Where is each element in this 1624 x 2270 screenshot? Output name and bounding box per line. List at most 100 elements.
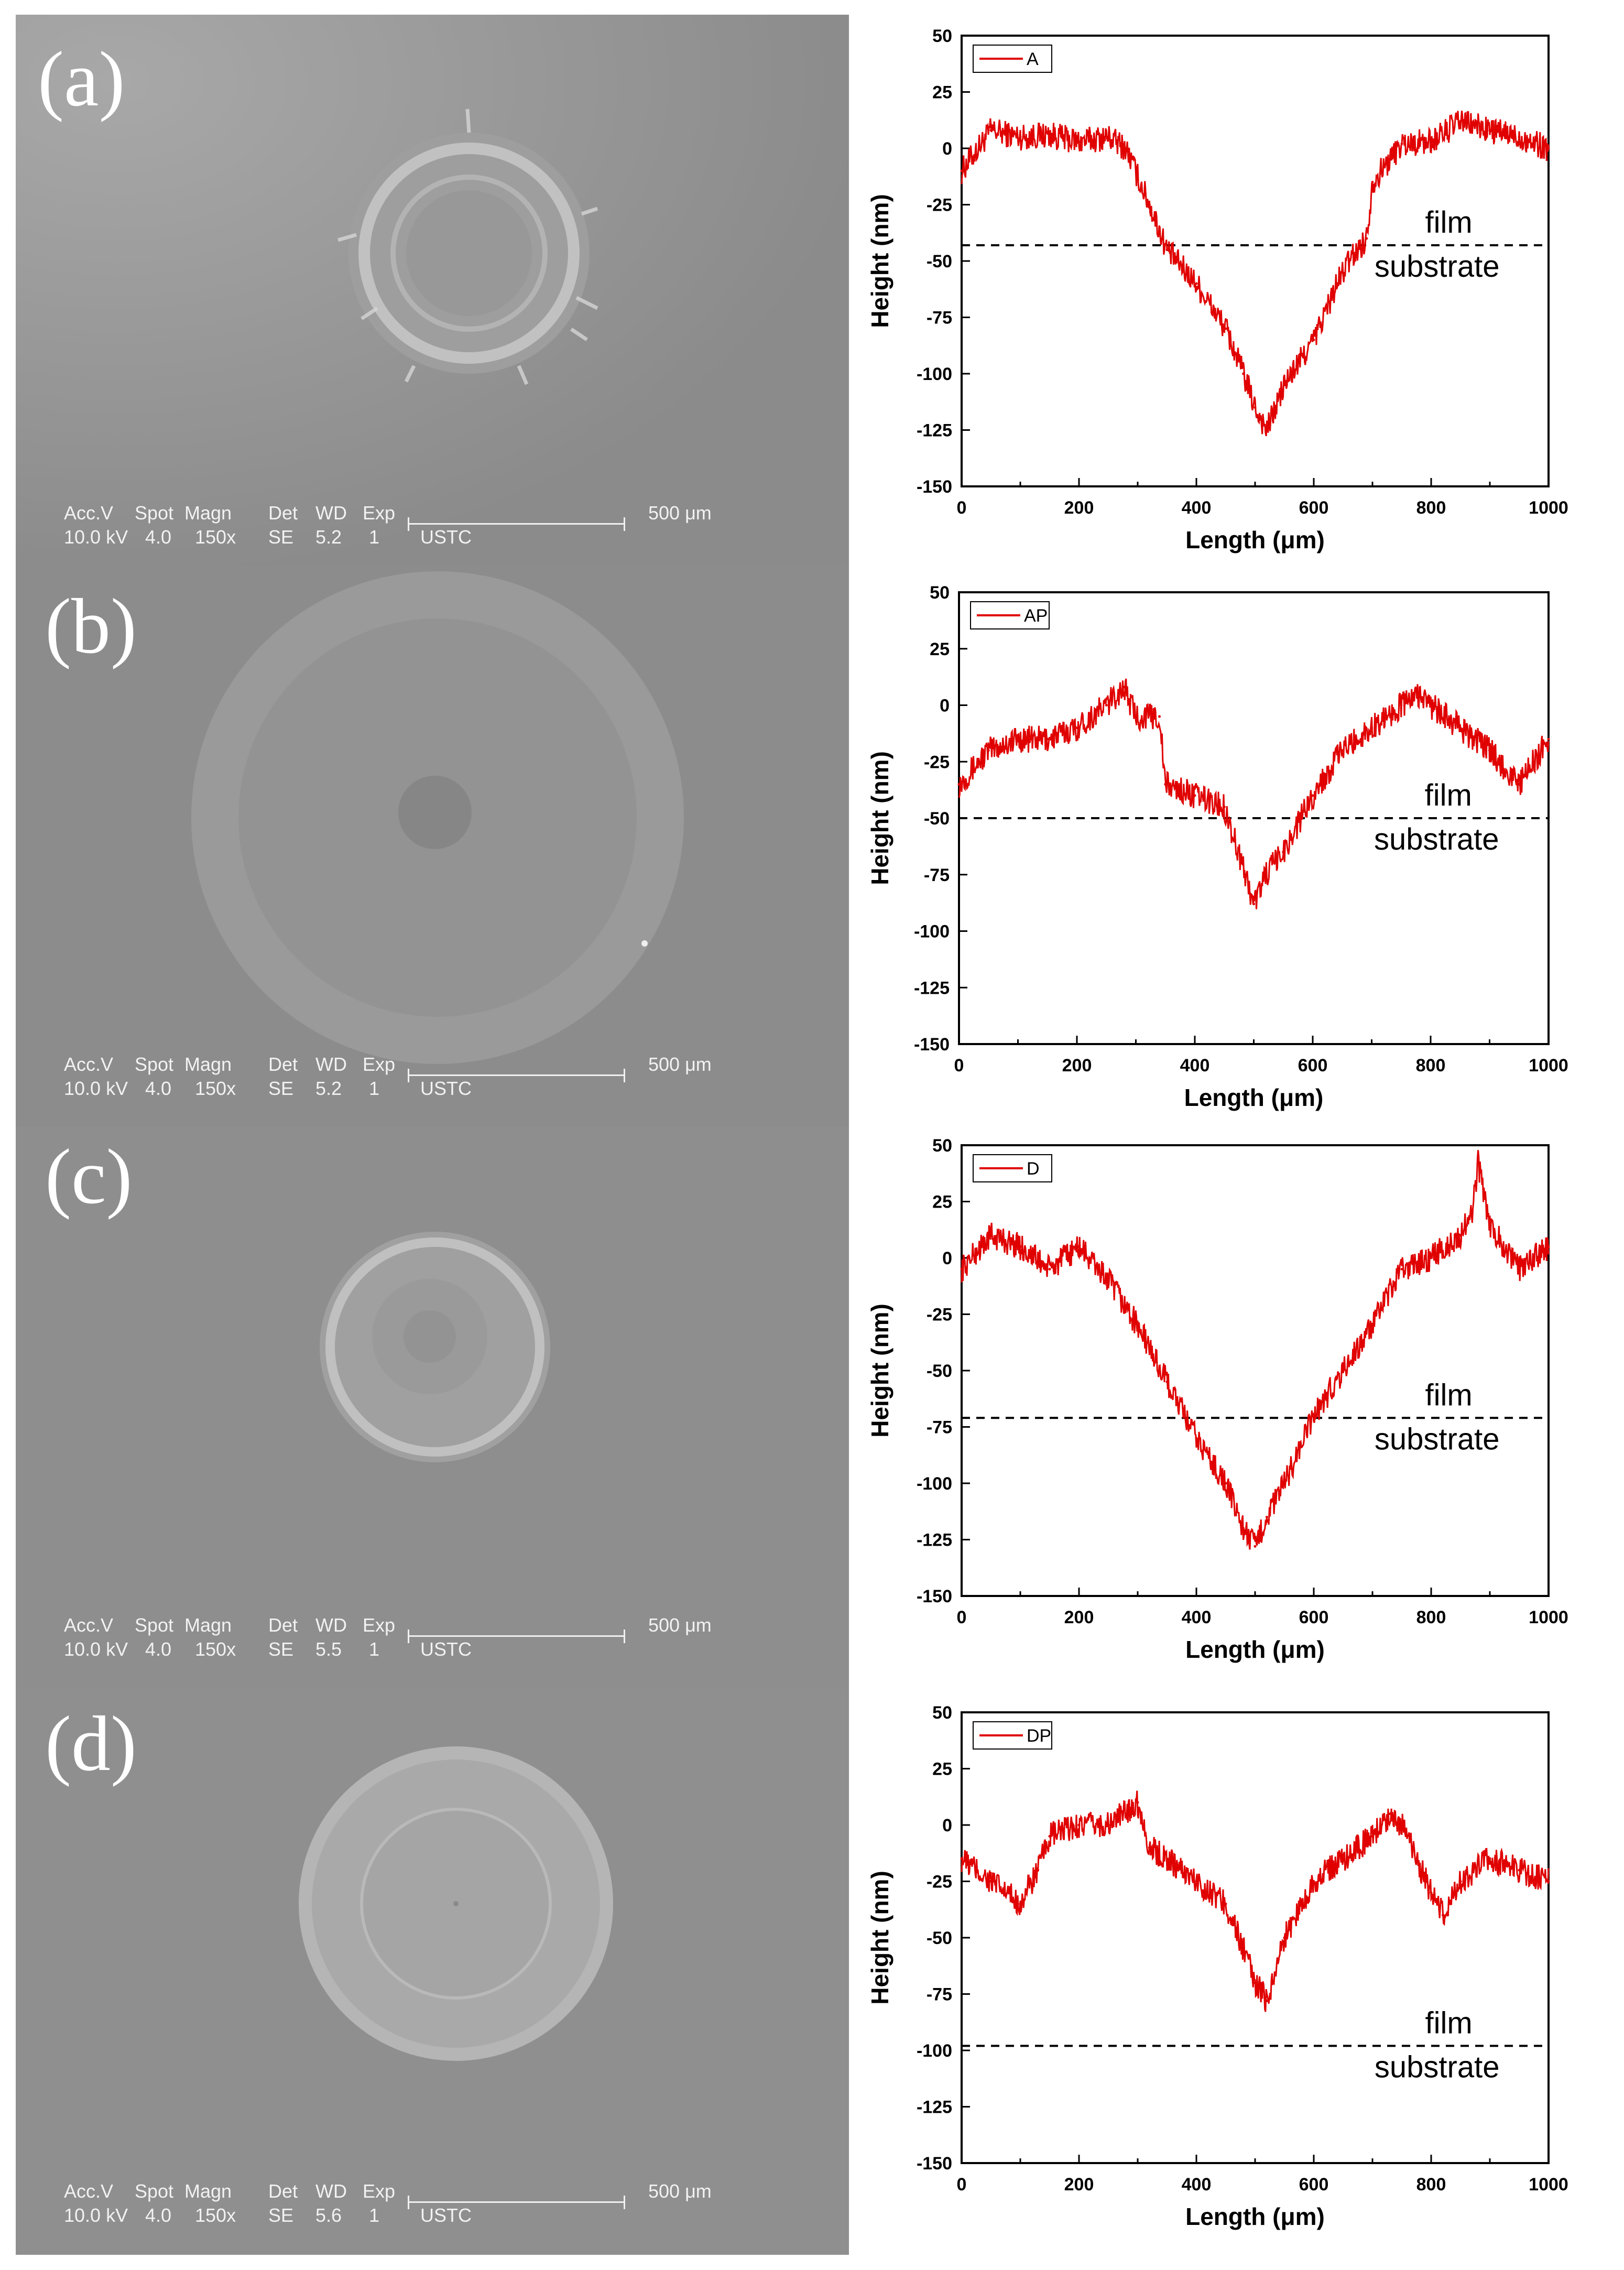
x-axis-label-b: Length (μm) [1184,1084,1324,1111]
y-tick-label-c: -75 [927,1418,952,1438]
plot-frame-c [961,1144,1550,1597]
data-point-c [1019,1245,1022,1248]
data-point-c [1048,1268,1051,1270]
x-tick-label-c: 200 [1064,1608,1094,1627]
x-tick-label-d: 0 [957,2175,967,2195]
data-point-c [1371,1324,1374,1327]
x-tick-label-b: 200 [1062,1056,1092,1076]
panel-label-a: (a) [38,36,125,123]
x-tick-label-b: 800 [1416,1056,1446,1076]
data-point-b [1164,783,1167,786]
x-tick-label-d: 1000 [1529,2175,1568,2195]
data-point-c [960,1268,963,1270]
annotation-substrate-d: substrate [1375,2050,1500,2084]
panel-label-c: (c) [45,1133,133,1220]
y-tick-label-b: 25 [930,639,950,659]
data-point-a [1518,136,1521,138]
data-point-c [1477,1161,1480,1165]
y-tick-label-c: -150 [917,1587,952,1606]
annotation-film-a: film [1425,205,1472,240]
scale-bar-b [408,1069,625,1082]
annotation-film-d: film [1425,2006,1472,2040]
data-point-c [989,1234,993,1237]
data-point-d [1459,1880,1462,1883]
data-point-a [1107,136,1110,138]
y-tick-label-c: 25 [932,1192,952,1212]
x-tick-label-b: 0 [954,1056,964,1076]
data-point-a [1242,372,1245,375]
legend-label-c: D [1027,1159,1040,1179]
chart-svg-d: 0 200 400 600 800 1000 50 25 0 -25 -50 -75 -100 -125 -… [866,1703,1568,2230]
data-point-b [1400,704,1403,707]
data-point-a [1400,142,1403,145]
x-tick-label-c: 0 [957,1608,967,1627]
y-tick-label-d: 50 [932,1703,952,1723]
data-point-c [1470,1211,1474,1214]
y-axis-label-b: Height (nm) [866,751,893,885]
x-tick-label-c: 600 [1299,1608,1329,1627]
data-point-a [1254,406,1257,409]
chart-svg-a: 0 200 400 600 800 1000 50 25 0 -25 -50 -75 -100 -125 -… [866,26,1568,553]
x-tick-label-d: 800 [1416,2175,1446,2195]
scale-bar-c [408,1630,625,1643]
sem-metadata-d: Acc.V 10.0 kV Spot 4.0 Magn 150x Det SE … [64,2180,712,2226]
data-point-b [1418,692,1420,696]
y-tick-label-d: -100 [917,2041,952,2061]
y-tick-label-d: -150 [917,2154,952,2174]
data-point-c [1400,1268,1403,1270]
data-point-d [1165,1858,1169,1860]
panel-label-d: (d) [45,1700,137,1787]
data-point-b [1105,704,1108,707]
y-axis-label-a: Height (nm) [866,194,893,328]
data-point-d [1037,1869,1040,1872]
data-point-a [1148,203,1151,206]
data-point-d [1400,1823,1403,1827]
data-point-b [1046,737,1049,741]
series-line-b [958,678,1550,909]
y-tick-label-a: 25 [932,83,952,103]
y-tick-label-a: -75 [927,308,952,328]
data-point-a [1312,339,1315,341]
y-tick-label-c: -25 [927,1305,952,1325]
x-tick-label-a: 1000 [1529,498,1568,518]
data-point-d [1048,1835,1051,1838]
data-point-a [1019,136,1022,138]
data-point-b [1240,862,1244,865]
data-point-d [1430,1891,1433,1894]
data-point-d [989,1880,993,1883]
height-profile-b: 0 200 400 600 800 1000 50 25 0 -25 -50 -75 -100 -125 -… [859,566,1624,1127]
legend-label-d: DP [1027,1726,1051,1746]
y-tick-label-b: -50 [924,809,950,829]
data-point-c [1254,1545,1257,1548]
x-tick-label-b: 400 [1180,1056,1210,1076]
y-tick-label-a: -50 [927,252,952,271]
data-point-a [1371,181,1374,183]
data-point-a [1488,129,1491,132]
y-tick-label-a: -125 [917,421,952,441]
data-point-a [1283,384,1286,386]
data-point-d [1547,1880,1550,1883]
y-tick-label-b: -75 [924,865,950,885]
data-point-c [1242,1527,1245,1530]
data-point-b [1158,715,1161,718]
data-point-d [1441,1914,1444,1917]
legend-label-b: AP [1024,606,1048,626]
data-point-b [957,783,961,786]
data-point-b [1282,851,1285,854]
y-tick-label-a: -100 [917,364,952,384]
y-tick-label-c: -50 [927,1361,952,1381]
data-point-b [1264,873,1267,876]
x-tick-label-c: 400 [1182,1608,1212,1627]
x-tick-label-d: 400 [1182,2175,1212,2195]
data-point-d [1312,1880,1315,1883]
data-point-a [1430,140,1433,143]
data-point-c [1459,1234,1462,1237]
data-point-c [1518,1268,1521,1270]
data-point-d [1283,1936,1286,1939]
data-point-d [1107,1823,1110,1827]
sem-image-b: (b) Acc.V 10.0 kV Spot 4.0 Magn 150x Det… [16,566,849,1127]
data-point-a [1125,147,1128,150]
x-tick-label-a: 600 [1299,498,1329,518]
data-point-c [1077,1245,1081,1248]
data-point-b [1252,903,1255,906]
